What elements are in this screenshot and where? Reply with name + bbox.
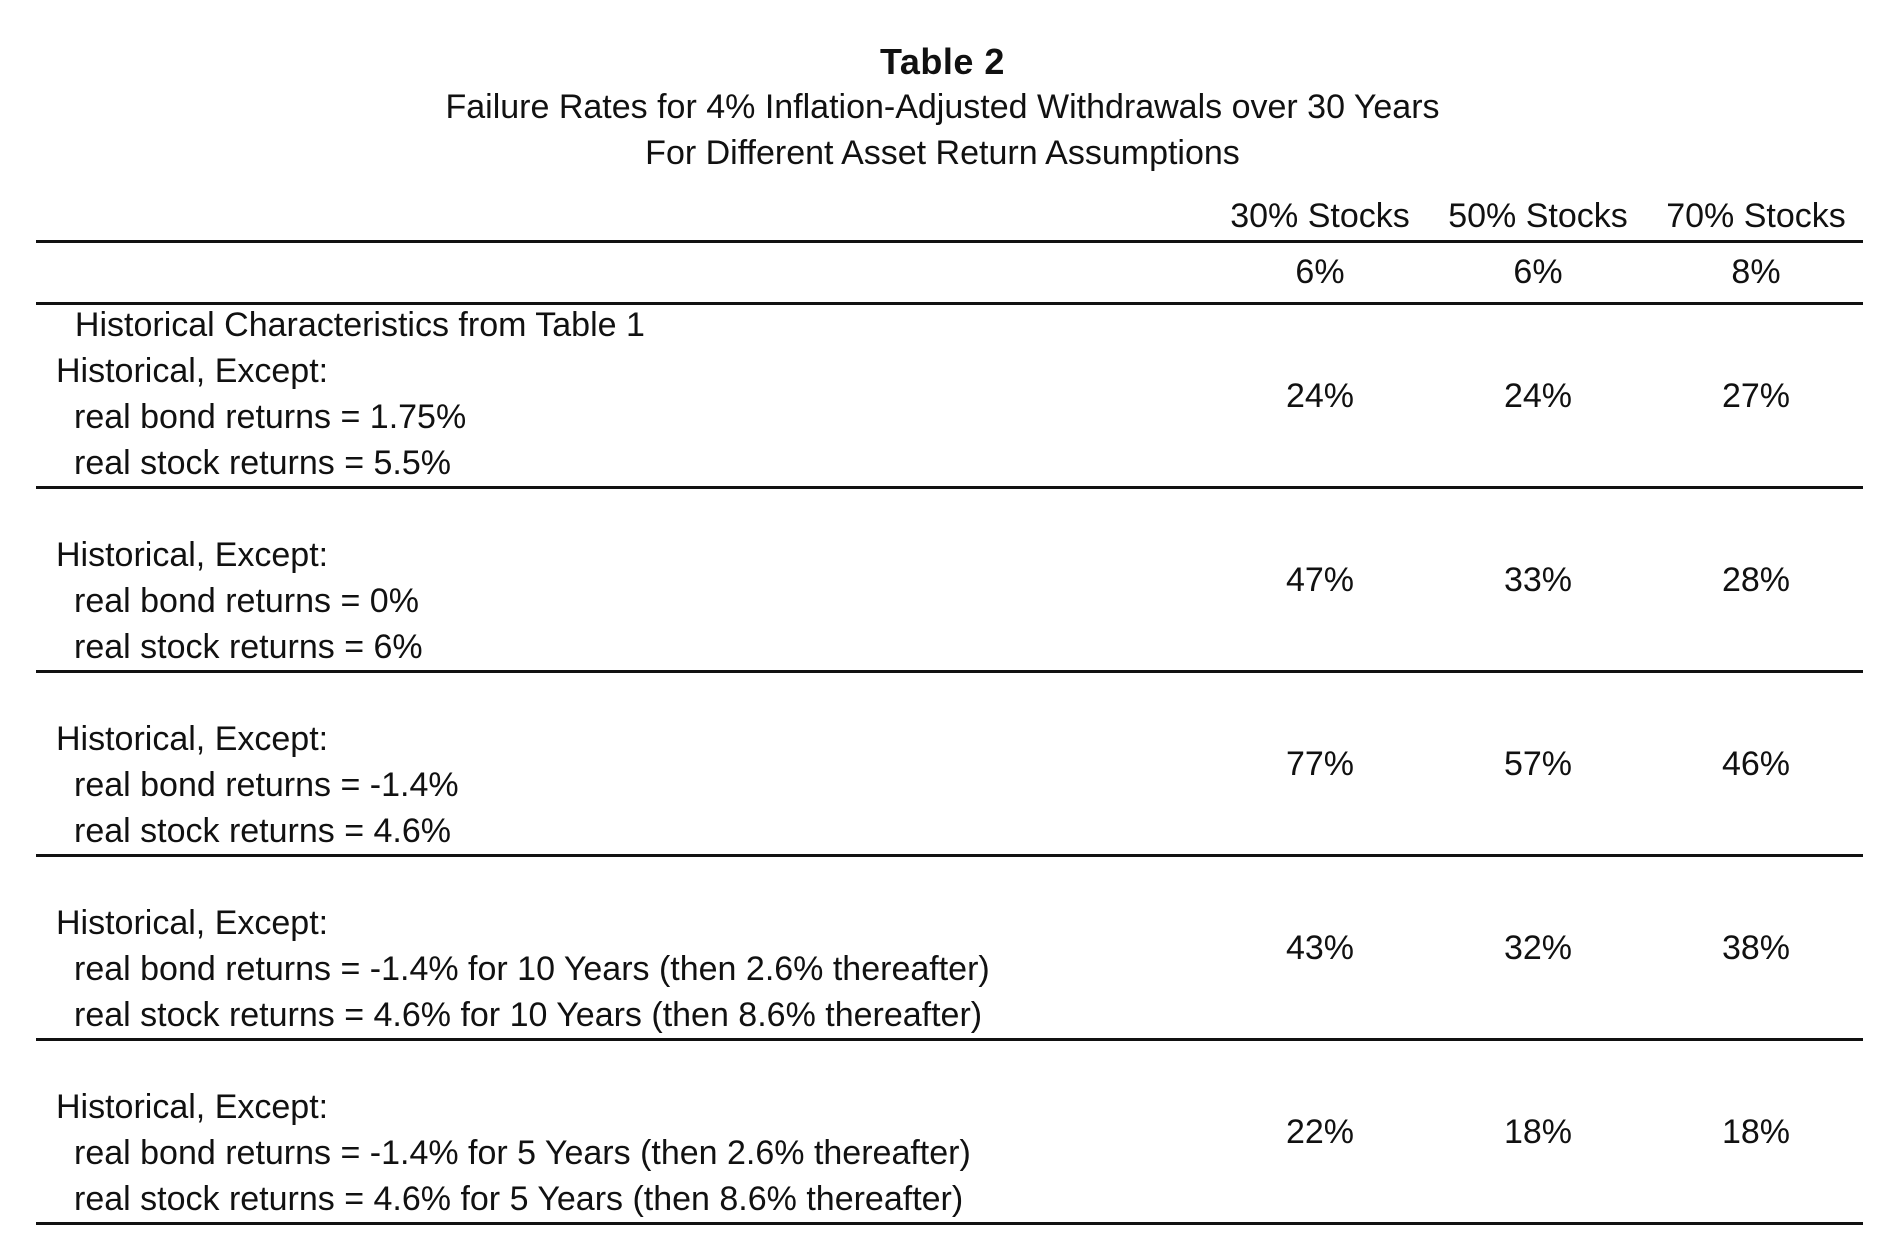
row-label-line: Historical, Except: (56, 536, 329, 574)
table-title-block: Table 2 Failure Rates for 4% Inflation-A… (0, 40, 1885, 176)
row-label-bond-line: real bond returns = -1.4% (74, 766, 459, 804)
column-header-70-stocks: 70% Stocks (1666, 197, 1846, 235)
table-cell: 8% (1731, 253, 1781, 291)
row-label-scenario-4: Historical, Except: real bond returns = -… (56, 900, 990, 1038)
row-label-scenario-1: Historical, Except: real bond returns = 1… (56, 348, 466, 486)
row-label-line: Historical, Except: (56, 720, 329, 758)
row-label-stock-line: real stock returns = 4.6% for 10 Years (… (74, 996, 983, 1034)
table-bottom-rule (36, 1222, 1863, 1225)
table-cell: 46% (1721, 745, 1791, 783)
table-cell: 28% (1721, 561, 1791, 599)
table-subtitle-line-2: For Different Asset Return Assumptions (645, 134, 1240, 172)
row-label-stock-line: real stock returns = 6% (74, 628, 423, 666)
table-cell: 18% (1721, 1113, 1791, 1151)
column-header-50-stocks: 50% Stocks (1448, 197, 1628, 235)
table-cell: 33% (1503, 561, 1573, 599)
row-label-stock-line: real stock returns = 5.5% (74, 444, 452, 482)
row-divider (36, 854, 1863, 857)
table-cell: 6% (1513, 253, 1563, 291)
table-cell: 22% (1285, 1113, 1355, 1151)
table-cell: 32% (1503, 929, 1573, 967)
table-cell: 18% (1503, 1113, 1573, 1151)
row-divider (36, 1038, 1863, 1041)
row-label-bond-line: real bond returns = 0% (74, 582, 419, 620)
table-cell: 24% (1503, 377, 1573, 415)
row-label-line: Historical, Except: (56, 1088, 329, 1126)
table-cell: 38% (1721, 929, 1791, 967)
row-label-scenario-5: Historical, Except: real bond returns = -… (56, 1084, 971, 1222)
row-label-line: Historical, Except: (56, 352, 329, 390)
row-label-stock-line: real stock returns = 4.6% (74, 812, 452, 850)
table-cell: 77% (1285, 745, 1355, 783)
column-header-30-stocks: 30% Stocks (1230, 197, 1410, 235)
row-divider (36, 486, 1863, 489)
table-subtitle-line-1: Failure Rates for 4% Inflation-Adjusted … (445, 88, 1440, 126)
row-label-historical: Historical Characteristics from Table 1 (56, 256, 645, 348)
row-divider (36, 302, 1863, 305)
row-label-bond-line: real bond returns = -1.4% for 5 Years (t… (74, 1134, 971, 1172)
table-cell: 43% (1285, 929, 1355, 967)
row-label-scenario-3: Historical, Except: real bond returns = -… (56, 716, 459, 854)
table-cell: 6% (1295, 253, 1345, 291)
table-cell: 24% (1285, 377, 1355, 415)
row-label-bond-line: real bond returns = 1.75% (74, 398, 467, 436)
row-label-line: Historical Characteristics from Table 1 (74, 306, 645, 344)
table-cell: 57% (1503, 745, 1573, 783)
row-label-stock-line: real stock returns = 4.6% for 5 Years (t… (74, 1180, 964, 1218)
row-label-line: Historical, Except: (56, 904, 329, 942)
table-cell: 27% (1721, 377, 1791, 415)
table-title: Table 2 (880, 41, 1005, 82)
row-label-bond-line: real bond returns = -1.4% for 10 Years (… (74, 950, 990, 988)
table-cell: 47% (1285, 561, 1355, 599)
row-label-scenario-2: Historical, Except: real bond returns = 0… (56, 532, 423, 670)
header-rule (36, 240, 1863, 243)
row-divider (36, 670, 1863, 673)
